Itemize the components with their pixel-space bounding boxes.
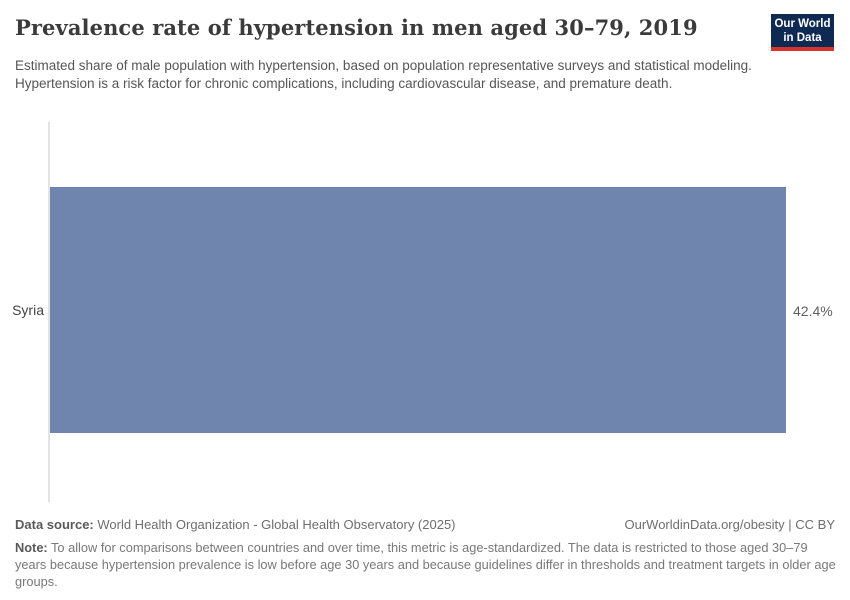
- chart-subtitle: Estimated share of male population with …: [15, 58, 752, 91]
- data-source-text: Data source: World Health Organization -…: [15, 517, 456, 532]
- note-label: Note:: [15, 540, 48, 555]
- bar-value-label: 42.4%: [793, 303, 833, 319]
- owid-logo-line2: in Data: [783, 31, 822, 44]
- note-text: To allow for comparisons between countri…: [15, 540, 836, 589]
- source-row: Data source: World Health Organization -…: [15, 517, 835, 532]
- data-source-value: World Health Organization - Global Healt…: [93, 517, 456, 532]
- bar-syria[interactable]: [50, 187, 786, 433]
- owid-logo-line1: Our World: [774, 17, 831, 30]
- data-source-label: Data source:: [15, 517, 94, 532]
- chart-note: Note: To allow for comparisons between c…: [15, 539, 837, 590]
- category-label-syria: Syria: [12, 302, 44, 318]
- y-axis-line: [48, 122, 50, 502]
- owid-logo[interactable]: Our World in Data: [771, 14, 834, 51]
- rights-link[interactable]: OurWorldinData.org/obesity | CC BY: [624, 517, 836, 532]
- page-title: Prevalence rate of hypertension in men a…: [15, 15, 698, 40]
